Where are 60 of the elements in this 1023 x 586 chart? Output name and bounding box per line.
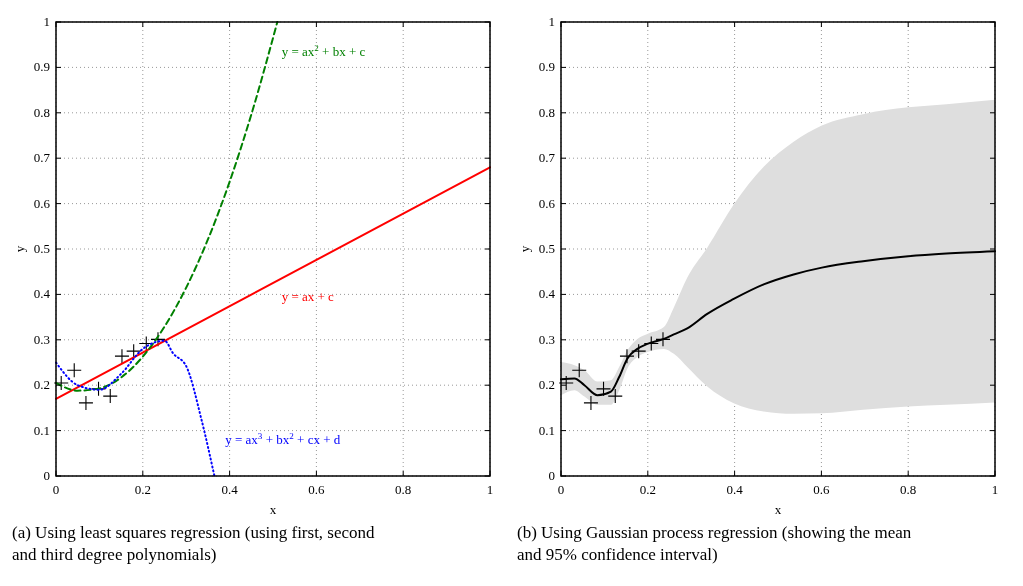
point <box>90 381 107 397</box>
y-tick-label: 0 <box>43 468 50 483</box>
x-tick-label: 0.4 <box>726 482 744 497</box>
y-tick-label: 0.1 <box>538 422 555 438</box>
y-tick-label: 0.9 <box>538 59 555 75</box>
y-axis-title: y <box>12 245 27 253</box>
x-tick-label: 0.8 <box>395 482 412 497</box>
point <box>66 362 82 378</box>
point <box>53 375 69 391</box>
x-tick-label: 0.8 <box>900 482 917 497</box>
y-tick-label: 0.5 <box>33 241 50 256</box>
x-tick-label: 1 <box>991 482 999 497</box>
line-series <box>55 21 279 392</box>
point <box>78 395 94 411</box>
point <box>631 343 647 359</box>
point <box>655 331 671 347</box>
y-tick-label: 0.1 <box>33 422 50 438</box>
x-tick-label: 0.2 <box>639 482 656 497</box>
text: (a) Using least squares regression (using first, second and third degree polynomials) <box>12 523 376 564</box>
x-tick-label: 0.4 <box>221 482 239 497</box>
y-tick-label: 0.8 <box>33 104 50 120</box>
point <box>102 388 118 404</box>
x-tick-label: 0.6 <box>813 482 831 497</box>
x-axis-title: x <box>774 502 782 517</box>
x-tick-label: 0.2 <box>134 482 151 497</box>
y-tick-label: 0.3 <box>538 331 555 347</box>
y-tick-label: 0.6 <box>33 195 51 211</box>
series-label: y = ax + c <box>281 289 335 305</box>
point <box>607 388 623 404</box>
y-axis-title: y <box>517 245 532 253</box>
point <box>583 395 599 411</box>
point <box>126 343 142 359</box>
y-tick-label: 0.7 <box>538 150 556 166</box>
y-tick-label: 0 <box>548 468 555 483</box>
y-tick-label: 0.9 <box>33 59 50 75</box>
x-tick-label: 0.6 <box>308 482 326 497</box>
point <box>643 335 659 351</box>
series-label: y = ax$^{2}$ + bx + c <box>281 43 366 60</box>
y-tick-label: 0.3 <box>33 331 50 347</box>
y-tick-label: 0.6 <box>538 195 556 211</box>
y-tick-label: 0.2 <box>33 377 50 393</box>
y-tick-label: 1 <box>548 14 555 29</box>
point <box>595 381 612 397</box>
text: (b) Using Gaussian process regression (showing the mean and 95% confidence interval) <box>517 523 912 564</box>
y-tick-label: 0.7 <box>33 150 51 166</box>
point <box>571 362 587 378</box>
y-tick-label: 0.2 <box>538 377 555 393</box>
series-label: y = ax$^{3}$ + bx$^{2}$ + cx + d <box>225 431 341 448</box>
x-tick-label: 1 <box>486 482 494 497</box>
y-tick-label: 1 <box>43 14 50 29</box>
y-tick-label: 0.4 <box>33 286 51 302</box>
y-tick-label: 0.4 <box>538 286 556 302</box>
line-series <box>55 339 216 477</box>
point <box>114 348 130 364</box>
point <box>619 348 635 364</box>
y-tick-label: 0.5 <box>538 241 555 256</box>
x-axis-title: x <box>269 502 277 517</box>
y-tick-label: 0.8 <box>538 104 555 120</box>
point <box>150 331 166 347</box>
point <box>558 375 574 391</box>
